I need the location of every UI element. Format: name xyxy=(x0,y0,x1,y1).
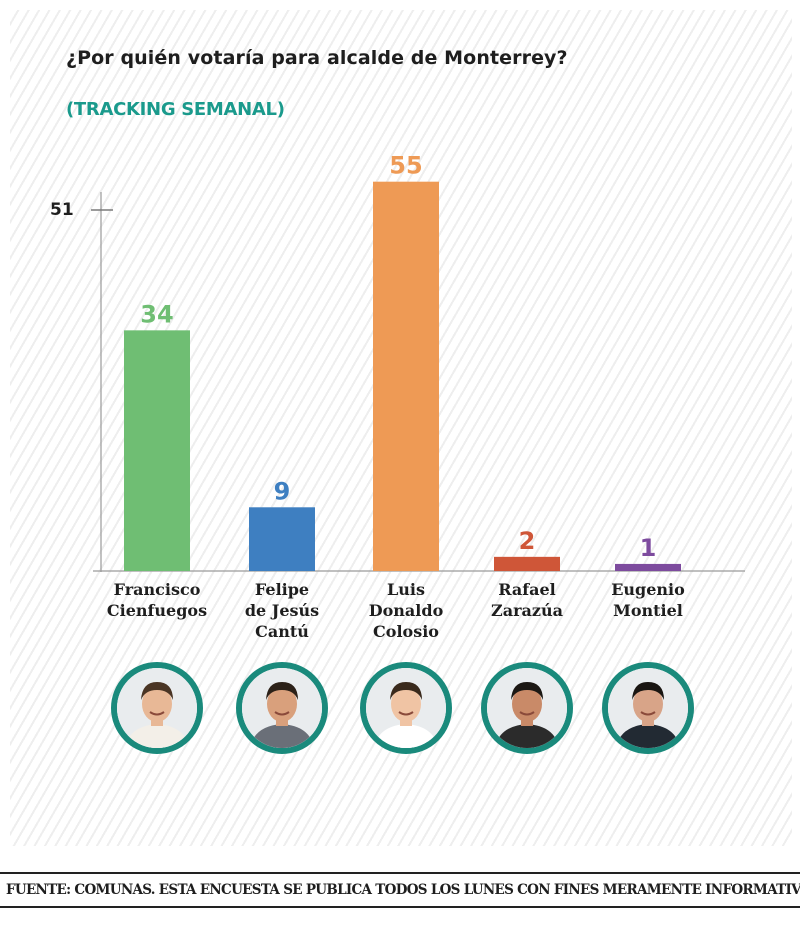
chart-subtitle: (TRACKING SEMANAL) xyxy=(66,99,285,120)
source-bar: FUENTE: COMUNAS. ESTA ENCUESTA SE PUBLIC… xyxy=(0,872,800,908)
category-label-5: Eugenio Montiel xyxy=(611,580,685,620)
value-label-5: 1 xyxy=(640,534,657,562)
value-label-4: 2 xyxy=(519,527,536,555)
value-label-1: 34 xyxy=(140,300,173,328)
bar-5 xyxy=(615,563,681,571)
candidate-photo-icon-2 xyxy=(236,662,328,754)
category-label-4: Rafael Zarazúa xyxy=(491,580,563,620)
category-label-3: Luis Donaldo Colosio xyxy=(368,580,444,641)
category-label-2: Felipe de Jesús Cantú xyxy=(244,580,320,641)
value-label-2: 9 xyxy=(274,477,291,505)
bar-3 xyxy=(373,181,439,571)
chart-title: ¿Por quién votaría para alcalde de Monte… xyxy=(66,47,568,69)
bar-2 xyxy=(249,507,315,571)
category-label-1: Francisco Cienfuegos xyxy=(106,580,208,620)
bar-1 xyxy=(124,330,190,571)
value-label-3: 55 xyxy=(389,152,422,180)
candidate-photo-icon-5 xyxy=(602,662,694,754)
candidate-photo-icon-3 xyxy=(360,662,452,754)
source-note: FUENTE: COMUNAS. ESTA ENCUESTA SE PUBLIC… xyxy=(6,882,800,898)
candidate-photo-icon-4 xyxy=(481,662,573,754)
bar-4 xyxy=(494,556,560,571)
candidate-photo-icon-1 xyxy=(111,662,203,754)
y-tick-label-51: 51 xyxy=(50,200,74,220)
